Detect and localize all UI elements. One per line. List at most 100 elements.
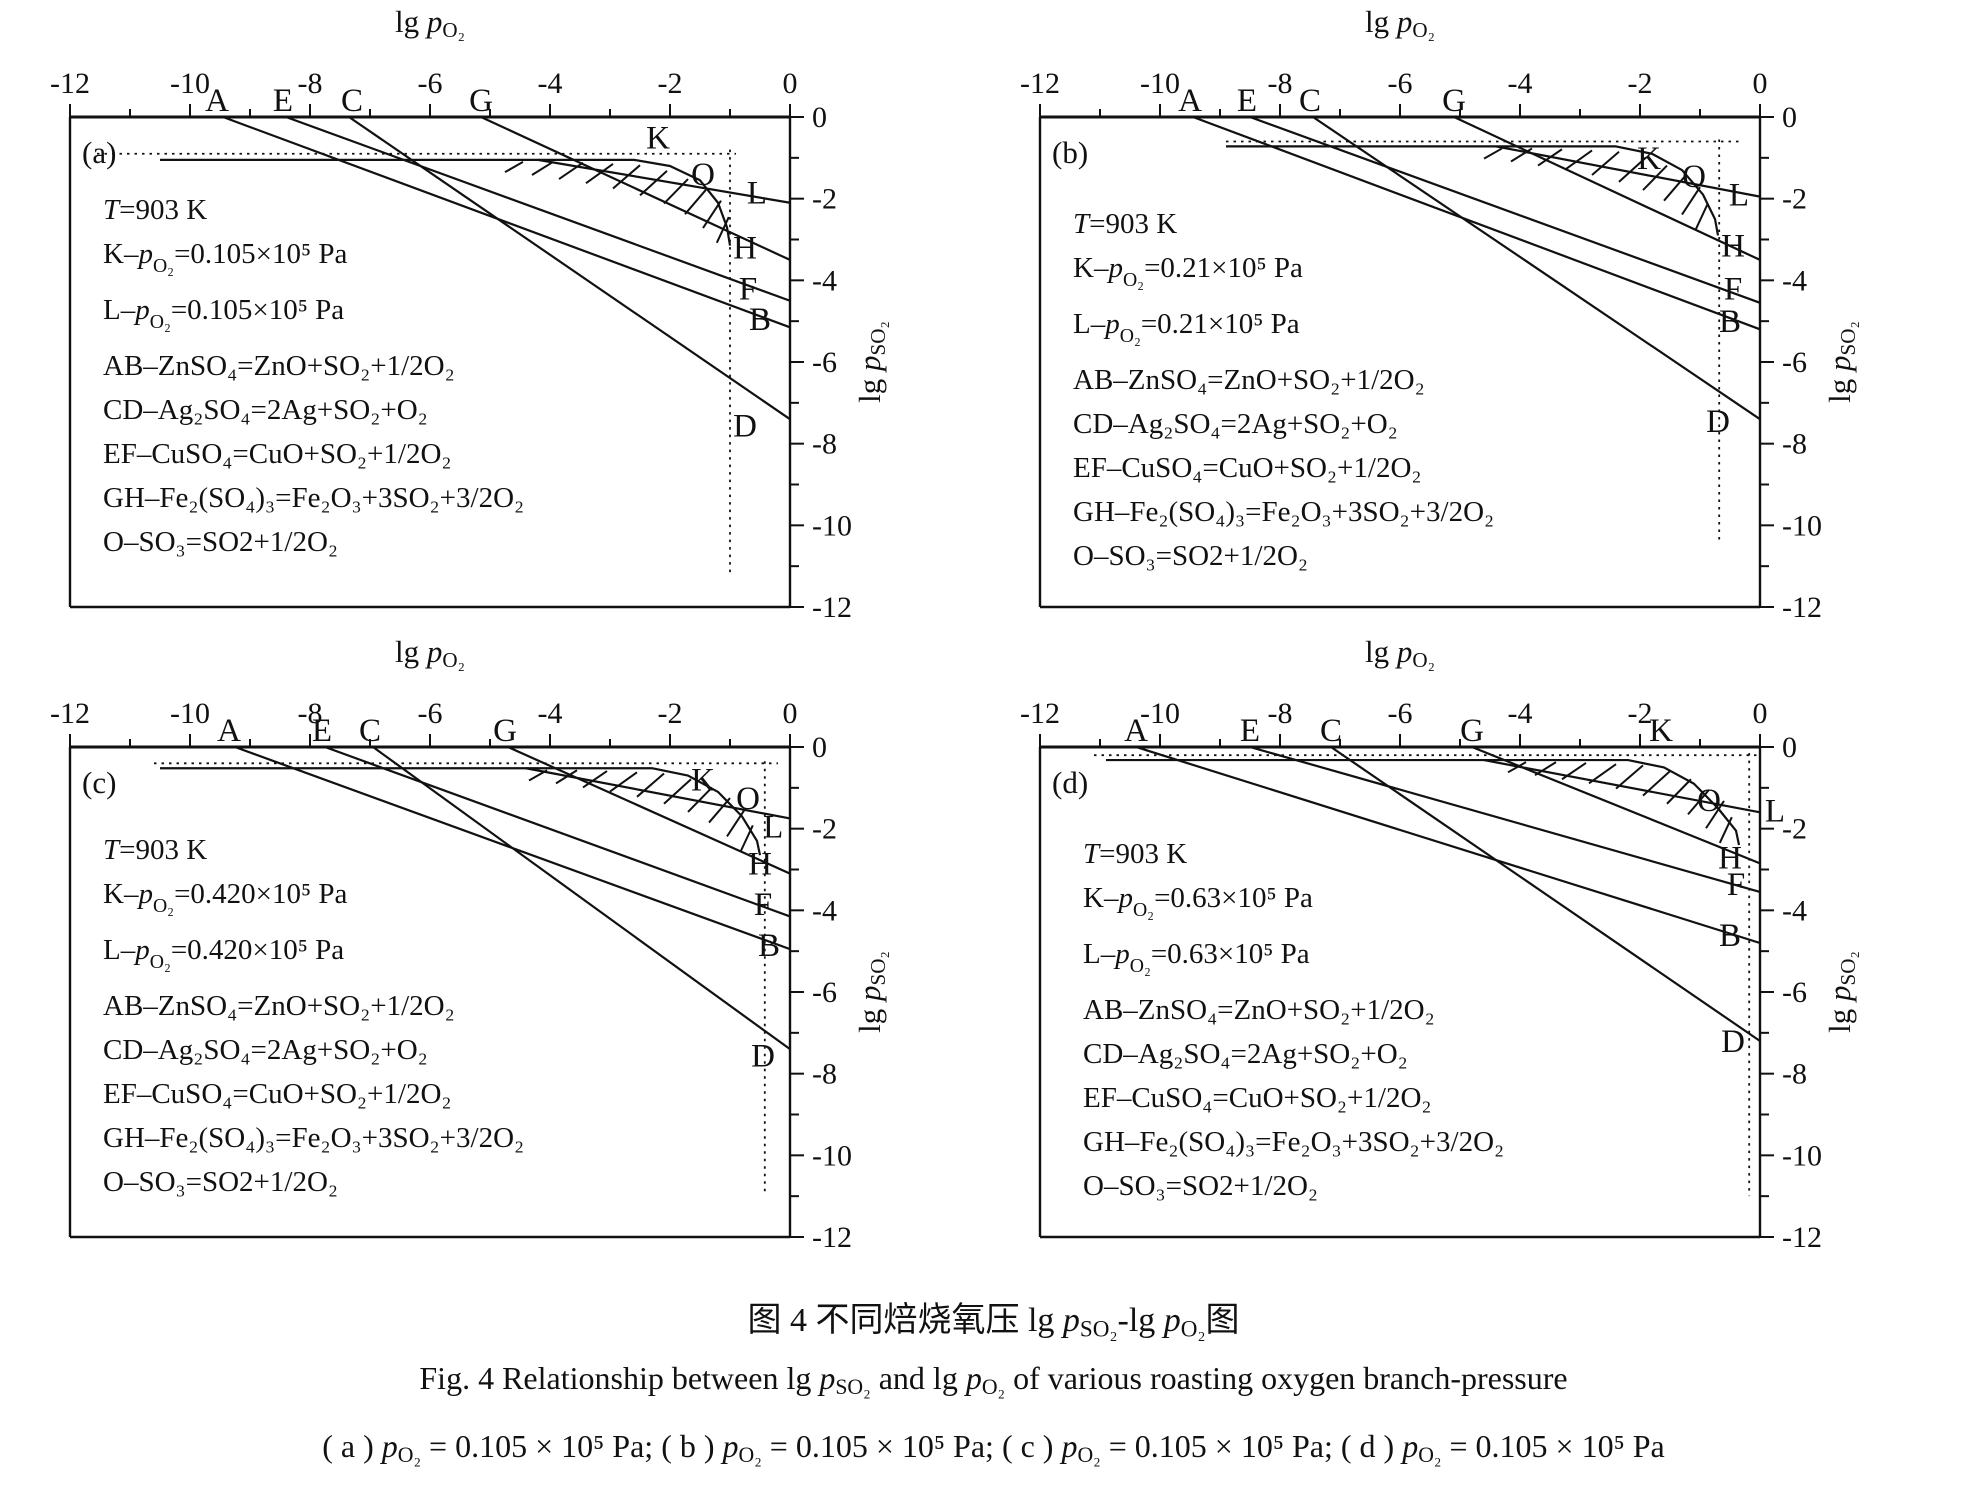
panel-d-x-tick-label: -4 [1508,697,1533,730]
panel-a-y-tick-label: -4 [812,264,837,297]
panel-b-y-tick-label: -4 [1782,264,1807,297]
panel-c-x-tick-label: -6 [418,697,443,730]
panel-c-line-L [525,767,791,820]
panel-b-point-label-K: K [1637,141,1661,177]
panel-a-y-tick-label: -10 [812,509,852,542]
panel-c-point-label-H: H [748,846,772,882]
panel-d-legend-line: CD–Ag₂SO₄=2Ag+SO₂+O₂ [1083,1037,1408,1070]
panel-d-y-tick-label: -10 [1782,1139,1822,1172]
panel-c-hatch-stroke [528,769,548,782]
panel-b-y-tick-label: -6 [1782,346,1807,379]
panel-d-line-EF [1249,745,1761,894]
panel-d-y-tick-label: -12 [1782,1221,1822,1254]
panel-a-legend-line: GH–Fe₂(SO₄)₃=Fe₂O₃+3SO₂+3/2O₂ [103,481,525,514]
panel-c-hatch-stroke [687,786,713,813]
panel-b-legend-line: GH–Fe₂(SO₄)₃=Fe₂O₃+3SO₂+3/2O₂ [1073,495,1495,528]
panel-d-point-label-H: H [1718,840,1742,876]
panel-c-legend-line: EF–CuSO₄=CuO+SO₂+1/2O₂ [103,1077,452,1110]
panel-d-y-tick-label: -8 [1782,1058,1807,1091]
panel-a-line-L [537,158,791,204]
panel-d-hatch-stroke [1687,789,1710,816]
panel-b-point-label-B: B [1719,304,1741,340]
panel-c-y-axis-title: lg pSO₂ [852,951,890,1033]
panel-c-hatch-stroke [663,778,692,805]
panel-a-point-label-G: G [469,83,493,119]
panel-d-hatch-stroke [1718,816,1733,844]
panel-b-y-tick-label: -2 [1782,183,1807,216]
panel-a-hatch-stroke [585,163,614,184]
panel-d-hatch-stroke [1642,770,1671,797]
panel-d-line-AB [1135,745,1761,945]
panel-c-y-tick-label: -4 [812,894,837,927]
panel-d-point-label-F: F [1727,867,1745,903]
panel-b-line-AB [1192,115,1761,331]
panel-a-line-AB [222,115,791,329]
panel-b-hatch-stroke [1694,203,1709,230]
panel-a-legend-line: T=903 K [103,194,208,226]
panel-d-hatch-stroke [1534,761,1557,777]
panel-d-point-label-O: O [1697,783,1721,819]
panel-b-hatch-stroke [1591,150,1620,176]
panel-a-x-tick-label: 0 [783,67,798,100]
panel-b-point-label-A: A [1178,83,1202,119]
caption-chinese: 图 4 不同焙烧氧压 lg pSO₂-lg pO₂图 [747,1302,1240,1343]
panel-c-point-label-F: F [754,887,772,923]
panel-a-legend: T=903 K K–pO₂=0.105×10⁵ Pa L–pO₂=0.105×10⁵… [103,188,524,564]
panel-b-x-tick-label: -2 [1628,67,1653,100]
panel-b-legend-line: AB–ZnSO₄=ZnO+SO₂+1/2O₂ [1073,363,1425,396]
panel-a-point-label-L: L [747,176,767,212]
panel-b-point-label-C: C [1299,83,1321,119]
caption-english: Fig. 4 Relationship between lg pSO₂ and … [419,1360,1568,1399]
panel-c-x-tick-label: -10 [170,697,210,730]
panel-b-point-label-O: O [1682,159,1706,195]
panel-c-x-tick-label: -8 [298,697,323,730]
panel-a-x-tick-label: -4 [538,67,563,100]
panel-d-x-axis-title: lg pO₂ [1365,634,1435,672]
panel-a-y-tick-label: -2 [812,183,837,216]
panel-d-x-tick-label: -12 [1020,697,1060,730]
panel-a-hatch-stroke [715,216,730,244]
panel-c-legend: T=903 K K–pO₂=0.420×10⁵ Pa L–pO₂=0.420×10⁵… [103,828,524,1204]
panel-b-legend-line: O–SO₃=SO2+1/2O₂ [1073,539,1309,572]
panel-d-x-tick-label: -10 [1140,697,1180,730]
panel-d-y-tick-label: -2 [1782,813,1807,846]
panel-c-point-label-C: C [359,713,381,749]
panel-c-point-label-G: G [493,713,517,749]
panel-b-point-label-D: D [1706,404,1730,440]
panel-d-y-tick-label: 0 [1782,731,1797,764]
panel-a-legend-line: L–pO₂=0.105×10⁵ Pa [103,293,345,333]
panel-a-y-tick-label: -6 [812,346,837,379]
panel-d-tag: (d) [1052,765,1088,800]
panel-c-point-label-D: D [751,1038,775,1074]
panel-a-legend-line: EF–CuSO₄=CuO+SO₂+1/2O₂ [103,437,452,470]
panel-d-point-label-A: A [1124,713,1148,749]
panel-c-hatch-stroke [609,771,638,793]
panel-d-hatch-stroke [1705,800,1725,829]
panel-c-hatch-stroke [726,808,746,837]
panel-b-y-tick-label: -10 [1782,509,1822,542]
panel-b-hatch-stroke [1564,149,1593,171]
panel-c-y-tick-label: -2 [812,813,837,846]
panel-b-x-tick-label: -8 [1268,67,1293,100]
panel-b-point-label-H: H [1721,229,1745,265]
panel-a-o-curve [160,158,732,246]
panel-a-point-label-K: K [646,120,670,156]
panel-a-hatch-stroke [663,178,689,205]
panel-d-x-tick-label: 0 [1753,697,1768,730]
panel-d-point-label-C: C [1320,713,1342,749]
panel-c-y-tick-label: -10 [812,1139,852,1172]
panel-a-tag: (a) [82,135,116,170]
panel-d-x-tick-label: -2 [1628,697,1653,730]
panel-d-point-label-D: D [1721,1024,1745,1060]
panel-b-hatch-stroke [1537,148,1563,167]
panel-b-legend-line: T=903 K [1073,208,1178,240]
panel-d-legend-line: K–pO₂=0.63×10⁵ Pa [1083,882,1313,921]
panel-c-point-label-A: A [217,713,241,749]
panel-d-point-label-B: B [1719,918,1741,954]
panel-a-hatch-stroke [639,170,668,197]
panel-c-hatch-stroke [708,797,731,824]
panel-a-point-label-O: O [691,157,715,193]
panel-b-y-tick-label: 0 [1782,101,1797,134]
panel-c-hatch-stroke [555,769,578,785]
